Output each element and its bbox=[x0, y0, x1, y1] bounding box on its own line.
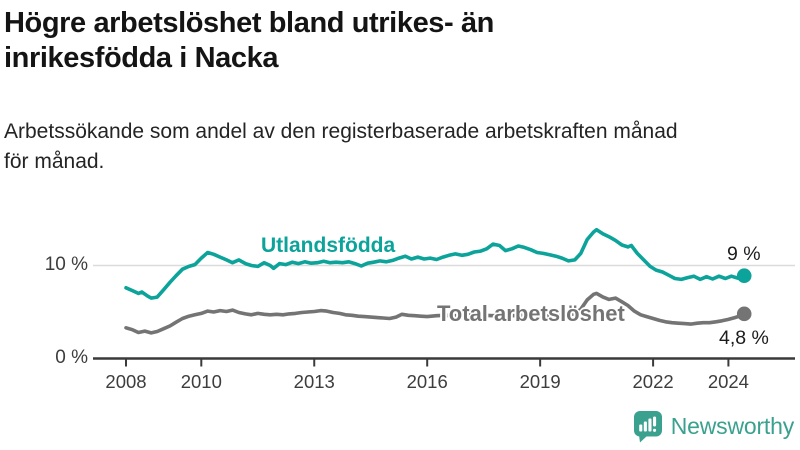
x-tick-label-2016: 2016 bbox=[406, 371, 448, 392]
series-label-utlandsfodda: Utlandsfödda bbox=[261, 234, 396, 257]
series-end-dot-total bbox=[736, 306, 752, 322]
end-value-total: 4,8 % bbox=[719, 327, 769, 349]
title-line-1: Högre arbetslöshet bland utrikes- än bbox=[4, 7, 494, 39]
page-title: Högre arbetslöshet bland utrikes- än inr… bbox=[4, 6, 784, 77]
x-tick-label-2019: 2019 bbox=[519, 371, 561, 392]
series-end-dot-utlandsfodda bbox=[736, 268, 752, 284]
series-label-total-arbetsloshet: Total arbetslöshet bbox=[437, 301, 625, 326]
series-line-total bbox=[124, 291, 747, 335]
x-tick-label-2013: 2013 bbox=[293, 371, 335, 392]
x-tick-label-2024: 2024 bbox=[707, 371, 749, 392]
series-line-utlandsfodda bbox=[124, 227, 747, 300]
x-tick-label-2008: 2008 bbox=[105, 371, 147, 392]
subtitle-line-1: Arbetssökande som andel av den registerb… bbox=[4, 120, 678, 143]
y-axis-label-10: 10 % bbox=[44, 254, 88, 275]
bar-chart-speech-bubble-icon bbox=[633, 410, 664, 443]
subtitle-line-2: för månad. bbox=[4, 150, 105, 174]
chart-subtitle: Arbetssökande som andel av den registerb… bbox=[4, 117, 794, 178]
x-tick-label-2022: 2022 bbox=[632, 371, 674, 392]
newsworthy-logo-text[interactable]: Newsworthy bbox=[670, 413, 794, 439]
title-line-2: inrikesfödda i Nacka bbox=[4, 42, 279, 75]
y-axis-label-0: 0 % bbox=[55, 347, 88, 368]
end-value-utlandsfodda: 9 % bbox=[727, 243, 761, 265]
x-tick-label-2010: 2010 bbox=[180, 371, 222, 392]
newsworthy-logo[interactable]: Newsworthy bbox=[633, 410, 794, 443]
